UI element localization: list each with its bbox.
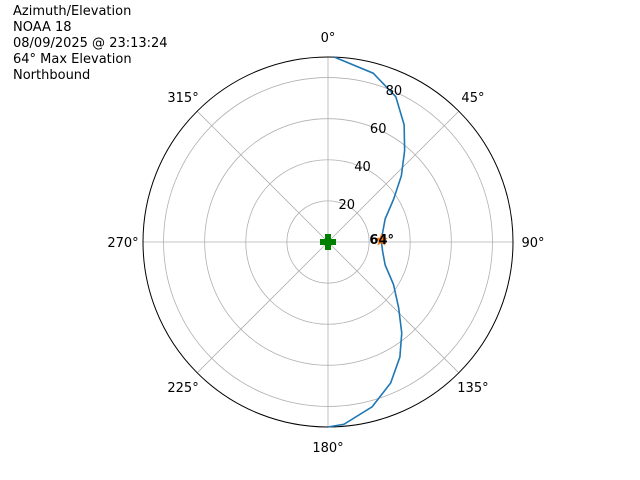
pass-datetime: 08/09/2025 @ 23:13:24 — [13, 36, 168, 51]
azimuth-gridline-315 — [196, 110, 329, 243]
azimuth-gridline-135 — [327, 241, 460, 374]
max-elevation-star-marker — [374, 233, 389, 246]
max-elevation-annotation: 64° — [369, 233, 394, 248]
azimuth-gridline-45 — [327, 110, 460, 243]
marker-plus-vertical — [325, 234, 331, 250]
pass-direction: Northbound — [13, 68, 91, 83]
azimuth-tick-label-225: 225° — [167, 381, 198, 396]
max-elevation-text: 64° Max Elevation — [13, 52, 132, 67]
azimuth-gridline-225 — [196, 241, 329, 374]
satellite-name: NOAA 18 — [13, 20, 72, 35]
pass-info-header: Azimuth/Elevation NOAA 18 08/09/2025 @ 2… — [13, 4, 168, 84]
azimuth-tick-label-45: 45° — [461, 91, 484, 106]
azimuth-tick-label-90: 90° — [521, 236, 544, 251]
azimuth-tick-label-180: 180° — [312, 441, 343, 456]
chart-title: Azimuth/Elevation — [13, 4, 132, 19]
azimuth-tick-label-270: 270° — [107, 236, 138, 251]
satellite-track-line — [327, 56, 406, 428]
radius-tick-label-60: 60 — [370, 122, 387, 137]
radius-tick-label-40: 40 — [354, 160, 371, 175]
azimuth-tick-label-0: 0° — [321, 31, 336, 46]
radius-tick-label-80: 80 — [386, 84, 403, 99]
azimuth-tick-label-135: 135° — [457, 381, 488, 396]
radius-tick-label-20: 20 — [338, 198, 355, 213]
observer-position-marker — [320, 234, 336, 250]
azimuth-tick-label-315: 315° — [167, 91, 198, 106]
plot-series — [320, 56, 406, 428]
axis-labels: 0° 45° 90° 135° 180° 225° 270° 315° 20 40 60 80 64° — [107, 31, 544, 456]
